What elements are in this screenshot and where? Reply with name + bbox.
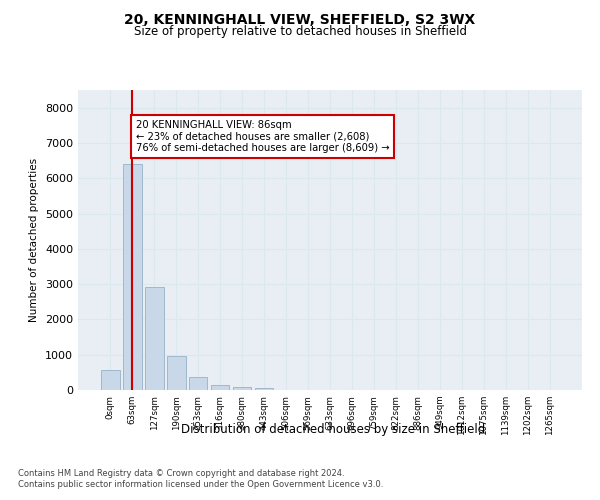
Bar [101, 370, 119, 390]
Bar [233, 387, 251, 390]
Text: Contains public sector information licensed under the Open Government Licence v3: Contains public sector information licen… [18, 480, 383, 489]
Text: 20 KENNINGHALL VIEW: 86sqm
← 23% of detached houses are smaller (2,608)
76% of s: 20 KENNINGHALL VIEW: 86sqm ← 23% of deta… [136, 120, 389, 153]
Text: 20, KENNINGHALL VIEW, SHEFFIELD, S2 3WX: 20, KENNINGHALL VIEW, SHEFFIELD, S2 3WX [124, 12, 476, 26]
Bar [123, 164, 142, 390]
Bar [145, 287, 164, 390]
Text: Contains HM Land Registry data © Crown copyright and database right 2024.: Contains HM Land Registry data © Crown c… [18, 468, 344, 477]
Text: Size of property relative to detached houses in Sheffield: Size of property relative to detached ho… [133, 25, 467, 38]
Bar [211, 384, 229, 390]
Bar [167, 356, 185, 390]
Bar [189, 378, 208, 390]
Bar [255, 388, 274, 390]
Text: Distribution of detached houses by size in Sheffield: Distribution of detached houses by size … [181, 422, 485, 436]
Y-axis label: Number of detached properties: Number of detached properties [29, 158, 40, 322]
